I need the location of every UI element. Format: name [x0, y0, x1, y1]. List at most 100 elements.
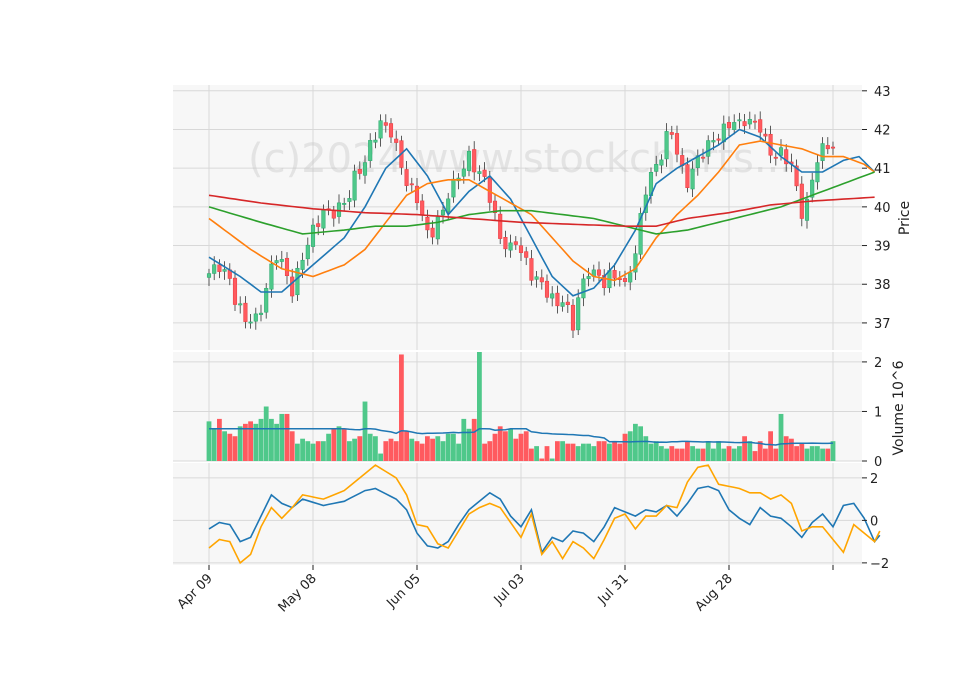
volume-bar-up [695, 448, 701, 461]
candle-down [742, 121, 747, 127]
candle-up [446, 198, 451, 213]
volume-bar-up [295, 443, 300, 461]
candle-up [706, 140, 711, 157]
candle-up [737, 119, 742, 122]
volume-bar-up [747, 441, 753, 461]
volume-panel [206, 352, 836, 461]
volume-bar-up [206, 421, 212, 461]
candle-down [529, 258, 534, 281]
price-tick-label: 40 [874, 201, 891, 216]
candle-down [409, 183, 414, 186]
volume-bar-down [783, 436, 789, 461]
candle-up [336, 202, 342, 217]
volume-average-line [209, 428, 834, 446]
candle-up [305, 244, 310, 260]
volume-bar-down [419, 443, 425, 461]
candle-up [248, 321, 253, 324]
volume-bar-down [773, 448, 779, 461]
volume-bar-up [633, 423, 638, 461]
candle-down [544, 280, 550, 298]
candle-down [758, 119, 763, 133]
volume-bar-up [664, 448, 669, 461]
volume-bar-down [789, 438, 794, 461]
candle-down [420, 200, 425, 216]
volume-bar-down [471, 418, 477, 461]
oscillator-tick-label: 2 [870, 472, 878, 487]
candle-up [373, 139, 378, 143]
candle-up [352, 170, 357, 201]
volume-bar-up [690, 446, 695, 461]
candle-up [269, 263, 274, 290]
volume-bar-up [409, 438, 415, 461]
candle-down [290, 276, 295, 297]
oscillator-line [208, 485, 881, 555]
volume-bar-down [799, 443, 805, 461]
candle-up [820, 143, 825, 161]
candle-up [810, 179, 815, 198]
volume-bar-down [544, 446, 550, 461]
moving-average-line [208, 140, 876, 282]
volume-bar-up [607, 443, 612, 461]
volume-bar-down [612, 441, 617, 461]
candle-up [586, 276, 591, 279]
candle-up [664, 131, 669, 160]
candle-up [222, 269, 227, 272]
volume-bar-down [243, 423, 248, 461]
volume-bar-down [513, 438, 519, 461]
candle-down [716, 138, 721, 141]
candle-up [451, 178, 456, 198]
candle-down [388, 123, 394, 138]
candle-up [633, 253, 638, 273]
candle-up [732, 122, 737, 130]
volume-bar-up [456, 443, 461, 461]
volume-bar-up [638, 426, 643, 461]
candle-down [357, 168, 362, 174]
candle-down [492, 200, 498, 213]
volume-bar-up [575, 446, 581, 461]
candle-down [498, 213, 503, 239]
candle-down [565, 301, 570, 305]
volume-bar-up [300, 438, 305, 461]
candle-down [700, 156, 706, 159]
volume-bar-down [752, 451, 758, 461]
price-tick-label: 37 [874, 317, 891, 332]
volume-bar-up [263, 406, 269, 461]
oscillator-line [208, 464, 881, 565]
volume-bar-down [555, 441, 560, 461]
volume-bar-up [440, 441, 446, 461]
candle-up [212, 264, 217, 274]
volume-bar-up [534, 446, 539, 461]
volume-bar-down [315, 441, 321, 461]
x-tick-label: Jul 31 [595, 571, 632, 608]
volume-bar-up [778, 413, 784, 461]
volume-bar-up [435, 436, 441, 461]
candle-down [784, 149, 789, 165]
candle-up [778, 147, 784, 156]
candle-up [435, 216, 440, 240]
watermark: (c)2024 www.stockcharts... [248, 136, 792, 182]
candle-down [513, 241, 518, 245]
volume-bar-up [326, 433, 331, 461]
volume-bar-down [825, 448, 831, 461]
volume-bar-up [336, 426, 342, 461]
candle-up [258, 312, 264, 315]
volume-bar-up [477, 352, 482, 461]
volume-bar-up [451, 433, 456, 461]
volume-bar-up [721, 448, 727, 461]
volume-bar-up [711, 448, 716, 461]
price-axis-label: Price [897, 201, 913, 235]
candle-up [628, 272, 633, 283]
candle-down [404, 169, 409, 186]
candle-up [477, 171, 482, 174]
volume-bar-up [653, 441, 659, 461]
volume-bar-up [237, 426, 243, 461]
candle-down [394, 138, 399, 143]
candle-down [674, 133, 680, 155]
candle-up [638, 213, 643, 255]
candle-up [659, 159, 664, 166]
candle-up [206, 273, 212, 278]
oscillator-tick-label: −2 [870, 557, 889, 572]
volume-bar-down [232, 436, 238, 461]
candle-down [472, 149, 477, 173]
volume-bar-down [763, 448, 768, 461]
